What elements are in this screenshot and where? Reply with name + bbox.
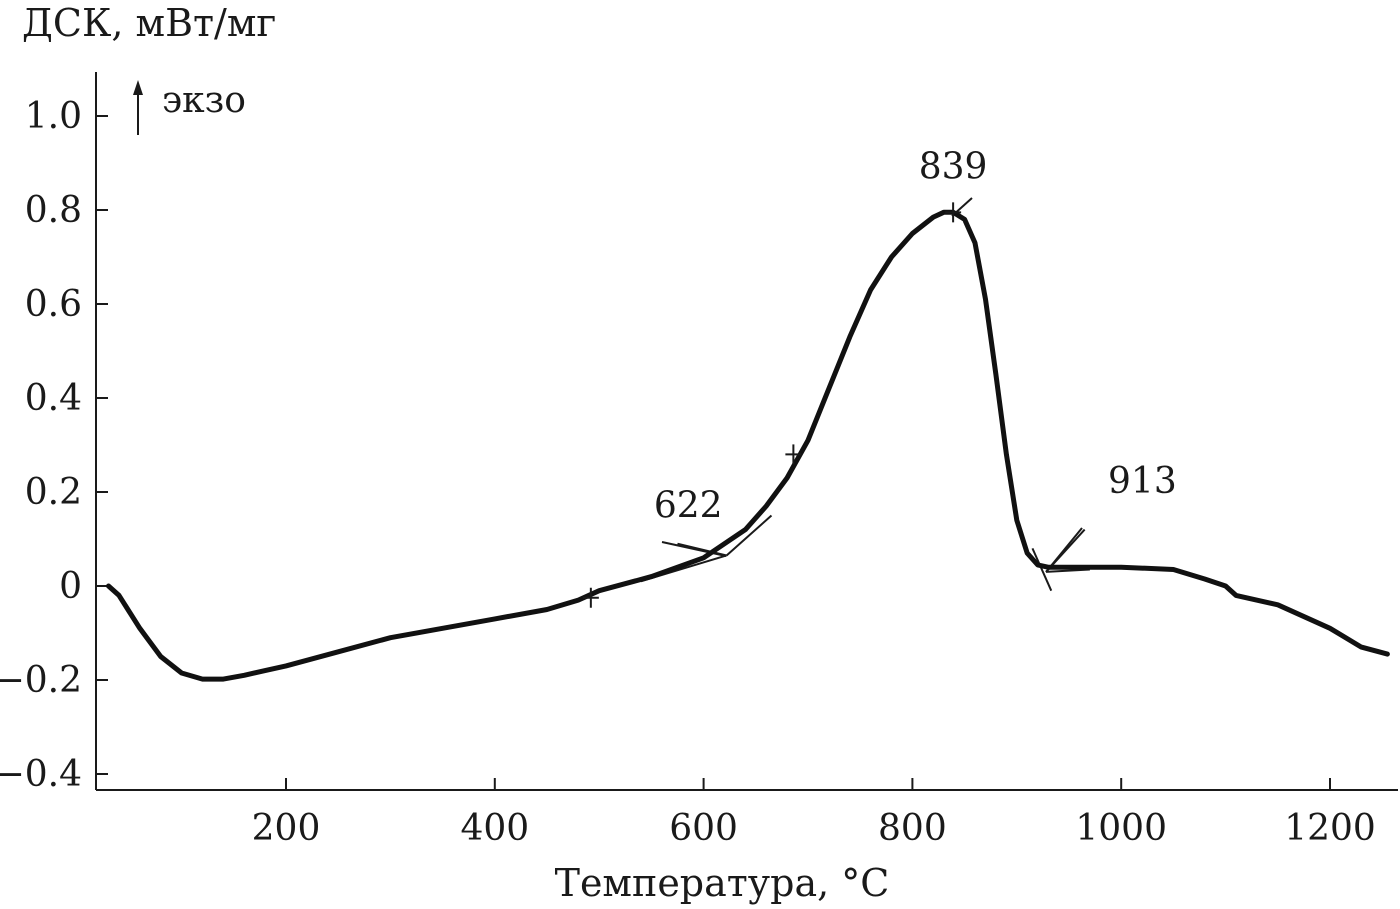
x-axis-title: Температура, °C (555, 861, 890, 905)
x-tick-label: 800 (878, 808, 947, 849)
tangent-line (1045, 568, 1090, 573)
annotation-label: 913 (1108, 461, 1177, 502)
x-tick-label: 1000 (1075, 808, 1167, 849)
annotation-label: 839 (919, 146, 988, 187)
tangent-line (1031, 547, 1053, 592)
x-ticks: 200 400 600 800 1000 1200 (252, 778, 1376, 849)
y-tick-label: 0.4 (25, 378, 82, 419)
x-tick-label: 200 (252, 808, 321, 849)
exo-label: экзо (162, 80, 246, 121)
exo-indicator: экзо (133, 80, 246, 135)
annotations: 622 839 913 (654, 146, 1177, 526)
y-axis-title: ДСК, мВт/мг (22, 1, 276, 45)
dsc-curve (106, 209, 1390, 682)
x-tick-label: 1200 (1284, 808, 1376, 849)
x-tick-label: 400 (460, 808, 529, 849)
y-tick-label: 0.2 (25, 472, 82, 513)
annotation-leader (1045, 527, 1083, 573)
y-tick-label: 0.6 (25, 284, 82, 325)
annotation-leader (661, 541, 727, 557)
y-ticks: 1.0 0.8 0.6 0.4 0.2 0 −0.2 −0.4 (0, 96, 108, 795)
exo-arrow-head-icon (133, 80, 143, 95)
annotation-label: 622 (654, 485, 723, 526)
axes (95, 72, 1398, 791)
y-tick-label: −0.2 (0, 660, 82, 701)
peak-markers (582, 202, 962, 608)
tangent-line (725, 514, 773, 557)
y-tick-label: 1.0 (25, 96, 82, 137)
y-tick-label: 0 (59, 566, 82, 607)
y-tick-label: −0.4 (0, 754, 82, 795)
x-tick-label: 600 (669, 808, 738, 849)
y-tick-label: 0.8 (25, 190, 82, 231)
